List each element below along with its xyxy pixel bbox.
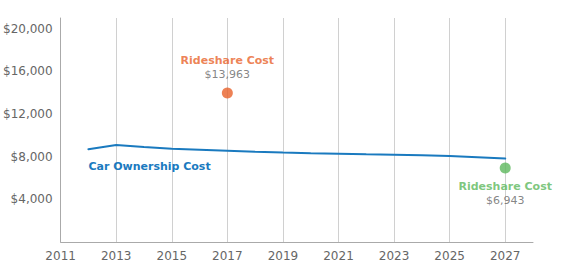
svg-text:2025: 2025 bbox=[434, 249, 465, 263]
svg-text:$12,000: $12,000 bbox=[3, 107, 53, 121]
svg-text:2017: 2017 bbox=[212, 249, 243, 263]
svg-text:$8,000: $8,000 bbox=[11, 150, 53, 164]
svg-text:$20,000: $20,000 bbox=[3, 22, 53, 36]
svg-text:Rideshare Cost: Rideshare Cost bbox=[458, 180, 552, 193]
svg-text:$6,943: $6,943 bbox=[486, 194, 525, 207]
svg-text:Rideshare Cost: Rideshare Cost bbox=[181, 54, 275, 67]
svg-text:2023: 2023 bbox=[379, 249, 410, 263]
svg-text:2013: 2013 bbox=[101, 249, 132, 263]
svg-text:2027: 2027 bbox=[490, 249, 521, 263]
svg-text:$13,963: $13,963 bbox=[205, 68, 251, 81]
svg-text:2015: 2015 bbox=[156, 249, 187, 263]
svg-text:Car Ownership Cost: Car Ownership Cost bbox=[88, 160, 210, 173]
svg-text:$4,000: $4,000 bbox=[11, 192, 53, 206]
svg-text:2011: 2011 bbox=[45, 249, 76, 263]
svg-text:$16,000: $16,000 bbox=[3, 64, 53, 78]
svg-text:2019: 2019 bbox=[268, 249, 299, 263]
svg-text:2021: 2021 bbox=[323, 249, 354, 263]
